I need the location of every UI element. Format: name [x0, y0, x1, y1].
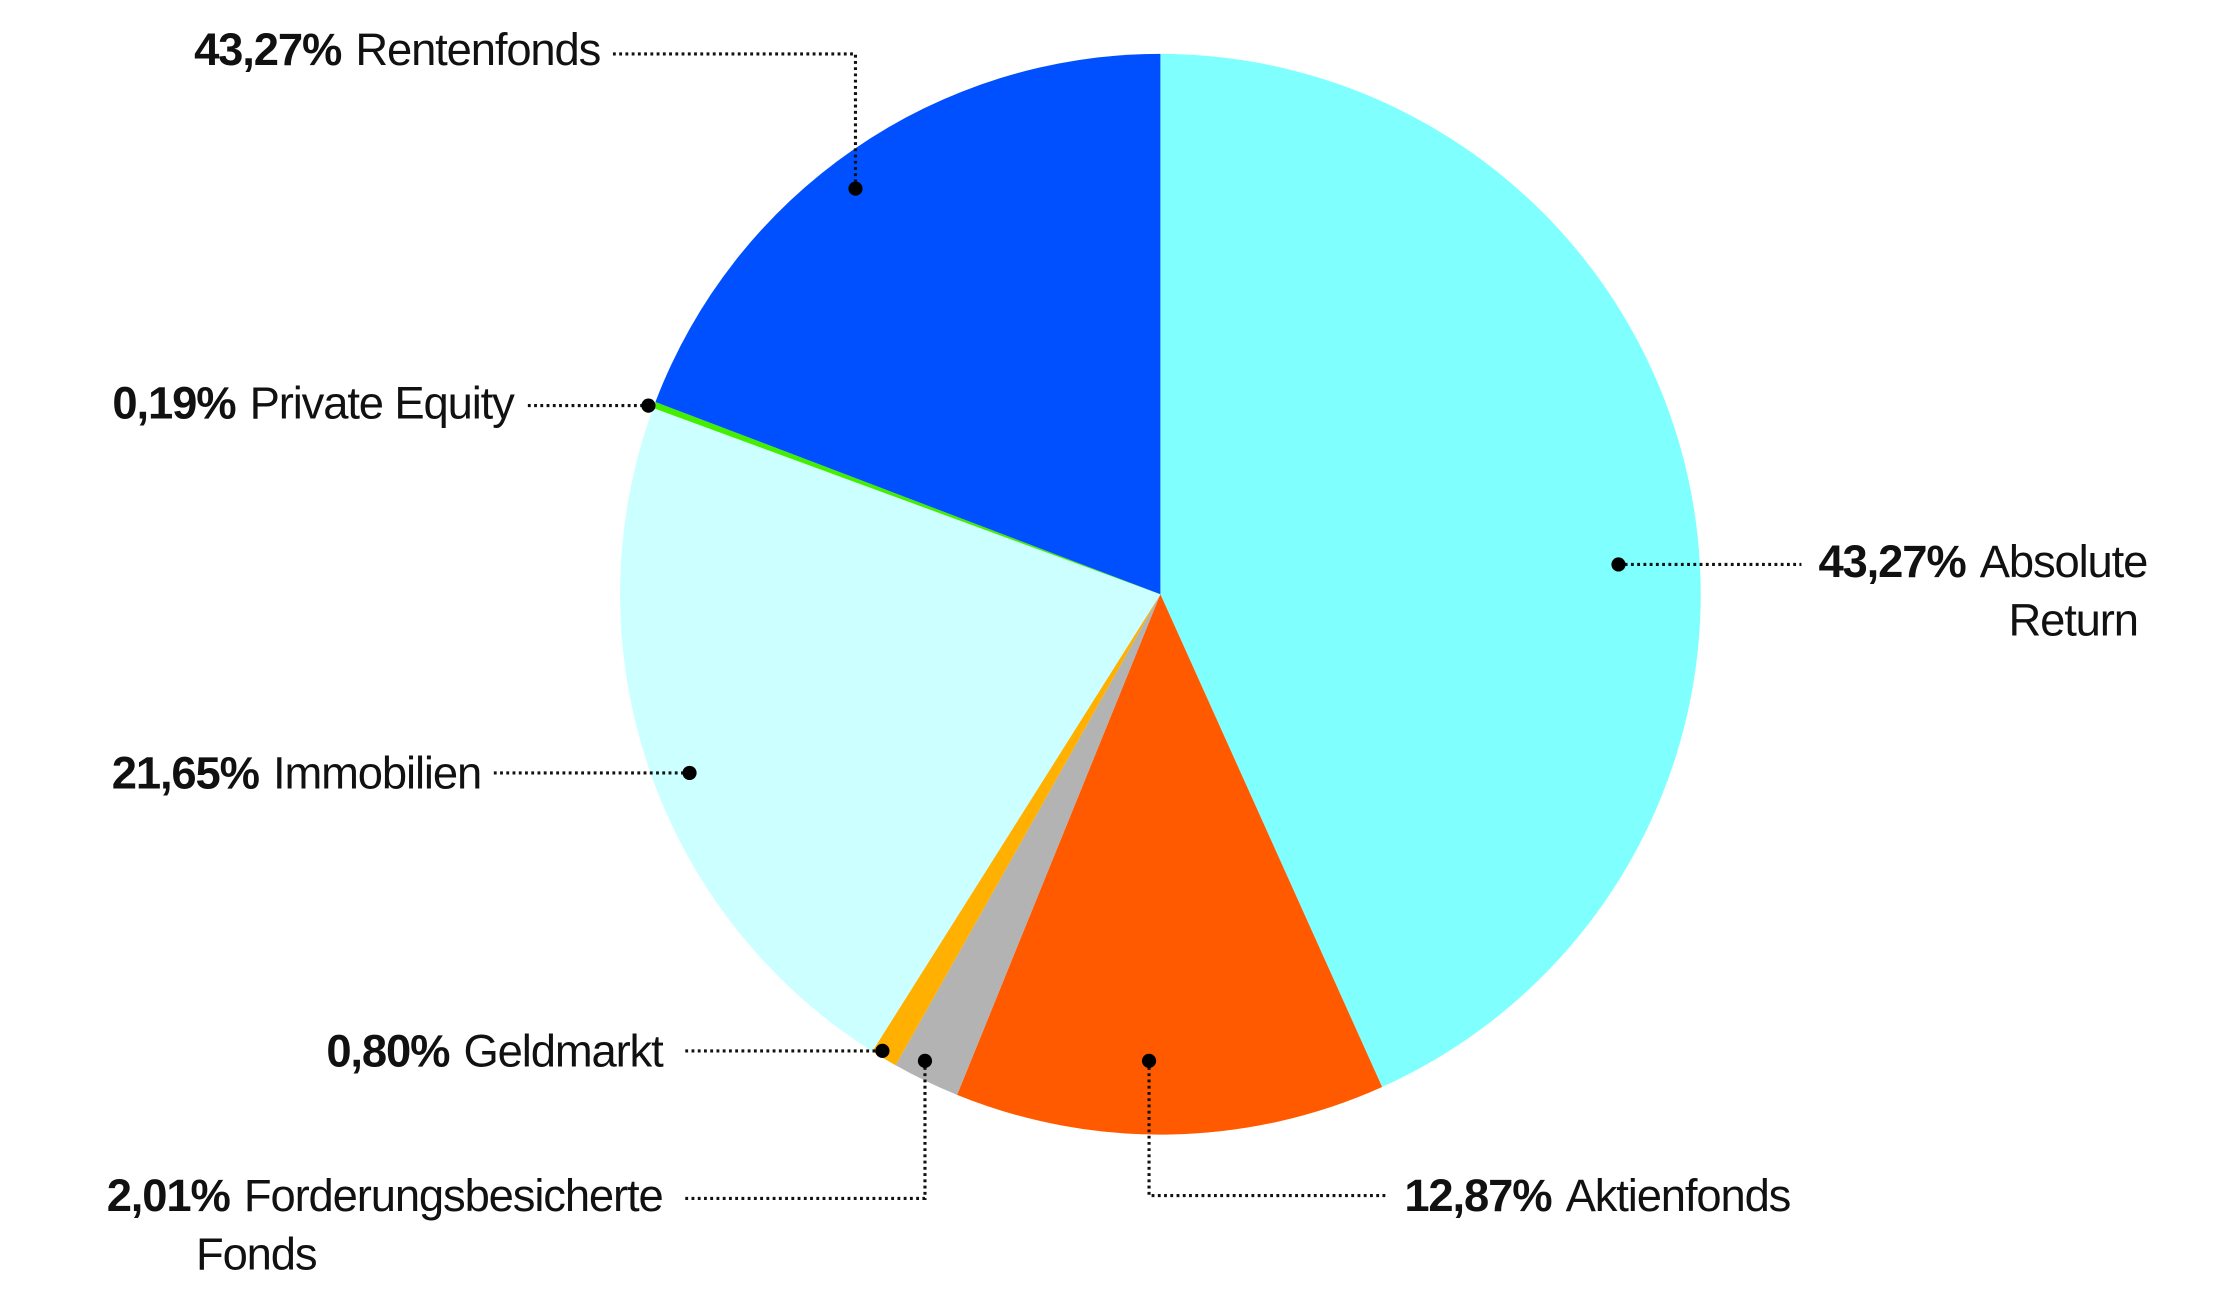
slice-name-line2: Return [2008, 594, 2137, 645]
slice-percent: 0,19% [112, 377, 236, 428]
slice-percent: 0,80% [326, 1026, 450, 1077]
pie-slice-aktienfonds [957, 594, 1383, 1135]
slice-name-line2: Fonds [196, 1228, 317, 1279]
slice-name: Aktienfonds [1566, 1170, 1791, 1221]
slice-label: 43,27% Absolute [1818, 536, 2147, 587]
slice-label: 0,80% Geldmarkt [326, 1026, 664, 1077]
label-private-equity: 0,19% Private Equity [112, 377, 656, 428]
leader-dot [1611, 557, 1626, 572]
slice-percent: 43,27% [1818, 536, 1966, 587]
label-immobilien: 21,65% Immobilien [112, 748, 697, 799]
leader-dot [917, 1053, 933, 1068]
label-absolute-return: 43,27% Absolute Return [1611, 536, 2148, 645]
slice-name: Absolute [1980, 536, 2148, 587]
pie-slice-immobilien [620, 408, 1161, 1052]
leader-dot [848, 181, 863, 196]
pie-slice-geldmarkt [872, 594, 1161, 1066]
label-geldmarkt: 0,80% Geldmarkt [326, 1026, 890, 1077]
leader-dot [1141, 1053, 1157, 1068]
leader-line [1147, 1060, 1388, 1198]
slice-name: Immobilien [273, 748, 481, 799]
leader-line [612, 52, 858, 189]
slice-label: 43,27% Rentenfonds [194, 24, 601, 75]
slice-label: 21,65% Immobilien [112, 748, 481, 799]
slice-label: 12,87% Aktienfonds [1404, 1170, 1790, 1221]
label-forderungsbesicherte-fonds: 2,01% Forderungsbesicherte Fonds [107, 1053, 933, 1279]
slice-label: 2,01% Forderungsbesicherte [107, 1170, 663, 1221]
label-aktienfonds: 12,87% Aktienfonds [1141, 1053, 1792, 1221]
slice-label: 0,19% Private Equity [112, 377, 515, 428]
label-rentenfonds: 43,27% Rentenfonds [194, 24, 863, 196]
slice-name: Forderungsbesicherte [244, 1170, 663, 1221]
pie-slice-absolute-return [1160, 53, 1701, 1087]
slice-percent: 43,27% [194, 24, 342, 75]
slice-name: Rentenfonds [355, 24, 600, 75]
pie-slices [620, 53, 1701, 1135]
slice-percent: 12,87% [1404, 1170, 1552, 1221]
slice-percent: 21,65% [112, 748, 260, 799]
slice-name: Geldmarkt [464, 1026, 665, 1077]
leader-dot [641, 398, 656, 413]
leader-dot [875, 1043, 890, 1058]
pie-slice-rentenfonds [655, 53, 1161, 595]
leader-dot [682, 765, 697, 781]
slice-name: Private Equity [250, 377, 516, 428]
pie-slice-forderungsbesicherte-fonds [895, 594, 1161, 1095]
leader-line [685, 1060, 927, 1200]
slice-percent: 2,01% [107, 1170, 231, 1221]
pie-slice-private-equity [653, 401, 1161, 595]
